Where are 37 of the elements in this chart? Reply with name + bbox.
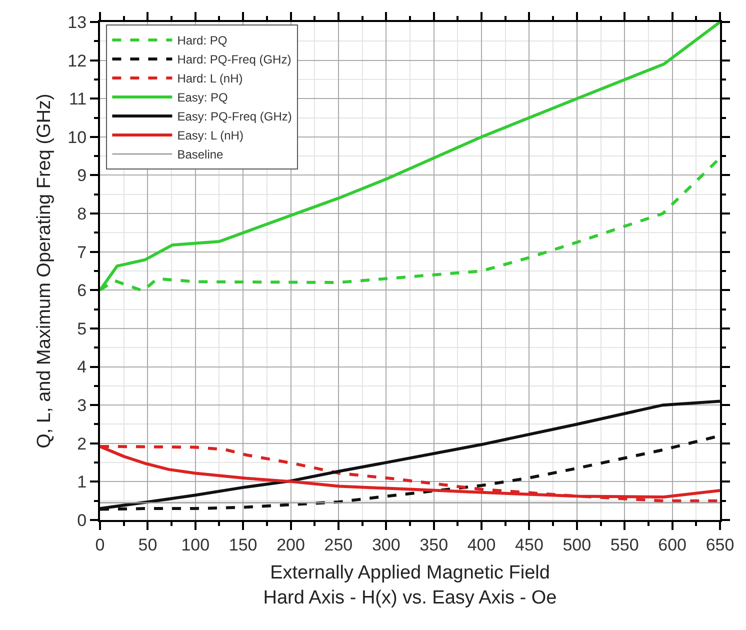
legend-label: Hard: L (nH) [177, 72, 243, 86]
y-axis-title: Q, L, and Maximum Operating Freq (GHz) [34, 94, 56, 448]
y-tick-label: 0 [77, 510, 87, 530]
y-tick-label: 11 [68, 90, 87, 109]
y-tick-label: 3 [77, 396, 87, 416]
x-axis-title: Externally Applied Magnetic Field Hard Axis - H(x) vs. Easy Axis - Oe [263, 562, 557, 608]
x-tick-label: 100 [181, 535, 210, 554]
y-tick-label: 4 [77, 358, 87, 377]
legend-label: Easy: PQ [177, 90, 228, 105]
x-tick-label: 650 [706, 535, 734, 554]
legend-label: Hard: PQ-Freq (GHz) [177, 52, 292, 67]
y-tick-label: 5 [77, 319, 87, 338]
x-tick-label: 600 [658, 535, 686, 554]
y-tick-label: 7 [77, 242, 87, 262]
x-tick-label: 200 [276, 535, 305, 554]
x-tick-label: 450 [515, 535, 544, 554]
y-tick-label: 9 [77, 166, 87, 186]
legend-label: Easy: L (nH) [177, 128, 244, 143]
x-tick-label: 400 [467, 535, 496, 554]
y-tick-label: 8 [77, 204, 87, 224]
x-tick-label: 550 [610, 535, 639, 554]
legend-label: Baseline [177, 148, 224, 162]
x-tick-label: 300 [372, 535, 400, 554]
x-tick-label: 50 [138, 535, 158, 554]
y-tick-label: 1 [77, 472, 87, 492]
x-tick-label: 350 [420, 535, 448, 554]
x-tick-label: 0 [95, 535, 105, 554]
x-tick-label: 500 [562, 535, 592, 554]
legend-label: Easy: PQ-Freq (GHz) [177, 110, 292, 124]
y-tick-label: 6 [77, 281, 87, 300]
legend-label: Hard: PQ [177, 34, 228, 48]
y-tick-label: 10 [68, 128, 87, 147]
y-tick-label: 13 [68, 12, 87, 32]
y-tick-label: 2 [77, 434, 87, 454]
x-tick-label: 250 [324, 535, 353, 554]
x-tick-label: 150 [228, 535, 258, 554]
y-tick-label: 12 [68, 51, 87, 70]
